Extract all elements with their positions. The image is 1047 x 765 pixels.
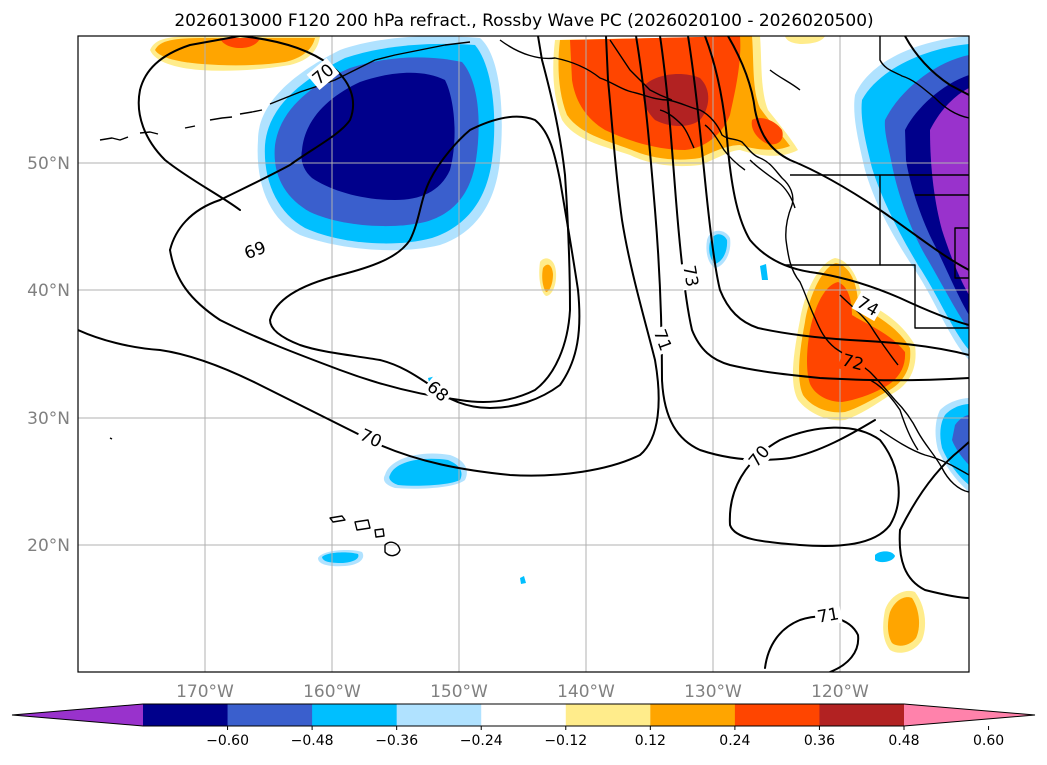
lon-label: 120°W: [811, 682, 869, 702]
colorbar-swatch: [565, 704, 651, 726]
positive-anomaly-california: [539, 258, 926, 653]
colorbar: −0.60 −0.48 −0.36 −0.24 −0.12 0.12 0.24 0.36 0.4…: [11, 703, 1036, 749]
lon-label: 150°W: [430, 682, 488, 702]
colorbar-tick-label: −0.36: [375, 733, 418, 749]
map-content: 70 69 68 70 73 71 74 72 70 71: [78, 36, 969, 672]
colorbar-swatch: [227, 704, 313, 726]
lon-label: 140°W: [557, 682, 615, 702]
coastlines: [99, 36, 969, 557]
colorbar-tick-label: 0.12: [635, 733, 666, 749]
colorbar-swatch: [396, 704, 482, 726]
colorbar-tick-label: 0.60: [973, 733, 1004, 749]
contour-label: 73: [678, 264, 701, 289]
lat-label: 30°N: [27, 409, 70, 429]
positive-anomaly-gulf-of-alaska: [150, 36, 825, 167]
lat-label: 20°N: [27, 536, 70, 556]
colorbar-extend-high: [904, 704, 1035, 726]
lon-label: 130°W: [684, 682, 742, 702]
latitude-labels: 50°N 40°N 30°N 20°N: [27, 154, 70, 556]
colorbar-tick-label: −0.12: [544, 733, 587, 749]
lon-label: 170°W: [176, 682, 234, 702]
colorbar-tick-label: −0.48: [291, 733, 334, 749]
colorbar-swatch: [819, 704, 905, 726]
colorbar-extend-low: [12, 704, 143, 726]
contour-labels: 70 69 68 70 73 71 74 72 70 71: [239, 57, 885, 628]
lon-label: 160°W: [303, 682, 361, 702]
colorbar-swatch: [650, 704, 736, 726]
colorbar-tick-label: −0.60: [206, 733, 249, 749]
colorbar-tick-label: 0.36: [804, 733, 835, 749]
longitude-labels: 170°W 160°W 150°W 140°W 130°W 120°W: [176, 682, 869, 702]
colorbar-outline: [11, 703, 1036, 727]
lat-label: 50°N: [27, 154, 70, 174]
colorbar-swatch: [481, 704, 567, 726]
map-frame: [77, 35, 970, 673]
lat-label: 40°N: [27, 281, 70, 301]
figure-title: 2026013000 F120 200 hPa refract., Rossby…: [174, 11, 873, 31]
colorbar-swatch: [312, 704, 398, 726]
colorbar-tick-label: −0.24: [460, 733, 503, 749]
refractivity-contours: [78, 36, 969, 672]
colorbar-tick-label: 0.48: [888, 733, 919, 749]
colorbar-swatch: [143, 704, 229, 726]
colorbar-tick-label: 0.24: [719, 733, 750, 749]
negative-anomaly-north-pacific: [257, 36, 502, 251]
contour-label: 71: [816, 604, 841, 627]
colorbar-swatch: [734, 704, 820, 726]
